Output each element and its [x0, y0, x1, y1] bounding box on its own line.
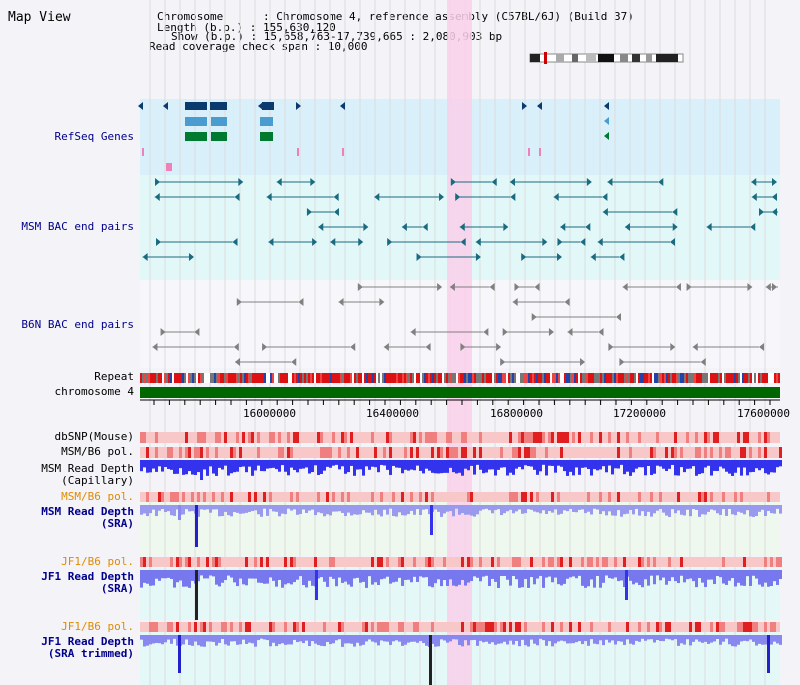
- tick-label-1: 16000000: [243, 407, 296, 420]
- label-jf1-depth-sra-sub: (SRA): [100, 582, 134, 595]
- length-info: Length (b.p.) : 155,630,120: [157, 21, 336, 34]
- label-msm-b6-pol-2: MSM/B6 pol.: [61, 490, 134, 503]
- chromosome-bar: [140, 387, 780, 398]
- label-b6n-bac[interactable]: B6N BAC end pairs: [21, 318, 134, 331]
- label-msm-bac[interactable]: MSM BAC end pairs: [21, 220, 134, 233]
- label-jf1-depth-trim: JF1 Read Depth: [41, 635, 134, 648]
- msm-bac-pairs: [142, 178, 778, 261]
- tick-label-3: 16800000: [490, 407, 543, 420]
- tick-label-5: 17600000: [737, 407, 790, 420]
- tick-label-2: 16400000: [366, 407, 419, 420]
- label-jf1-depth-trim-sub: (SRA trimmed): [47, 647, 134, 660]
- label-msm-b6-pol-1: MSM/B6 pol.: [61, 445, 134, 458]
- label-chromosome: chromosome 4: [54, 385, 134, 398]
- label-msm-depth-cap-sub: (Capillary): [61, 474, 134, 487]
- polymorphism-tracks: [140, 432, 782, 632]
- label-dbsnp: dbSNP(Mouse): [54, 430, 134, 443]
- read-depth-tracks: [140, 460, 782, 685]
- label-repeat: Repeat: [94, 370, 134, 383]
- position-axis: [140, 399, 780, 405]
- tick-label-4: 17200000: [613, 407, 666, 420]
- label-refseq[interactable]: RefSeq Genes: [54, 130, 134, 143]
- chromosome-ideogram: [529, 52, 684, 64]
- label-jf1-b6-pol-2: JF1/B6 pol.: [61, 620, 134, 633]
- label-msm-depth-cap: MSM Read Depth: [41, 462, 134, 475]
- label-msm-depth-sra-sub: (SRA): [100, 517, 134, 530]
- chromosome-info: Chromosome : Chromosome 4, reference ass…: [157, 10, 634, 23]
- refseq-genes: [138, 102, 609, 171]
- repeat-track: [140, 373, 780, 383]
- b6n-bac-pairs: [152, 283, 778, 366]
- label-msm-depth-sra: MSM Read Depth: [41, 505, 134, 518]
- page-title: Map View: [8, 10, 71, 25]
- label-jf1-depth-sra: JF1 Read Depth: [41, 570, 134, 583]
- label-jf1-b6-pol-1: JF1/B6 pol.: [61, 555, 134, 568]
